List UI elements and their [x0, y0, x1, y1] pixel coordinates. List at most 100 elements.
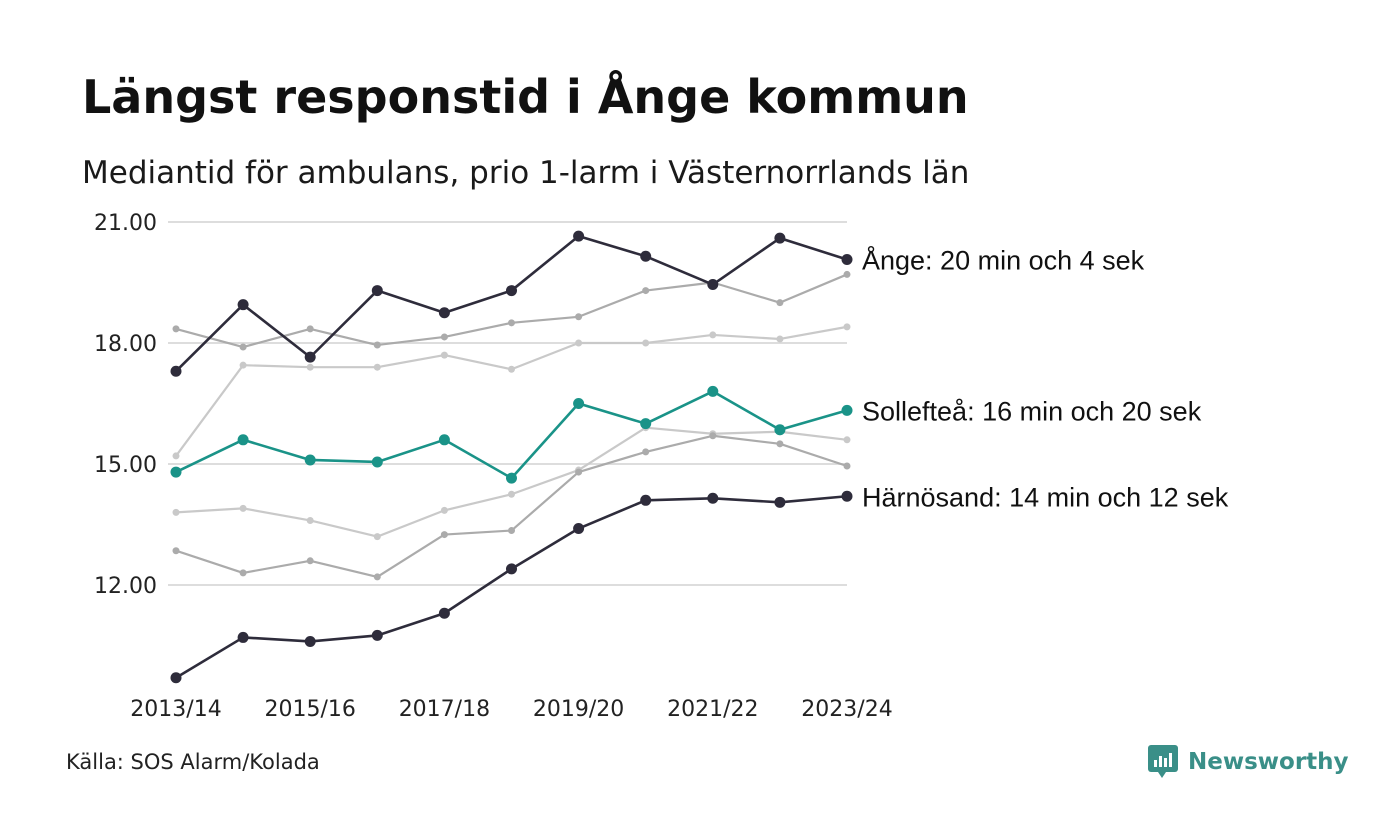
background-point: [172, 547, 180, 555]
highlight-point: [170, 466, 182, 478]
x-tick-label: 2019/20: [533, 697, 624, 722]
x-tick-label: 2021/22: [667, 697, 758, 722]
background-point: [172, 452, 180, 460]
brand-logo: Newsworthy: [1148, 745, 1349, 779]
background-point: [508, 319, 515, 327]
highlight-point: [841, 254, 853, 266]
highlight-point: [438, 434, 450, 446]
background-point: [642, 448, 650, 456]
background-point: [373, 341, 381, 349]
brand-name: Newsworthy: [1188, 749, 1349, 775]
y-tick-label: 15.00: [94, 453, 157, 478]
highlight-point: [640, 418, 652, 430]
highlight-point: [237, 631, 249, 643]
highlight-point: [707, 492, 719, 504]
highlight-point: [170, 672, 182, 684]
background-point: [709, 432, 717, 440]
background-point: [508, 365, 515, 373]
highlight-point: [707, 279, 719, 291]
background-point: [843, 323, 851, 331]
background-point: [440, 531, 448, 539]
background-point: [373, 533, 381, 541]
page-title: Längst responstid i Ånge kommun: [82, 70, 969, 124]
highlight-point: [237, 299, 249, 311]
highlight-point: [640, 494, 652, 506]
background-point: [172, 325, 180, 333]
background-point: [642, 287, 650, 295]
background-point: [373, 363, 381, 371]
x-axis-ticks: 2013/14 2015/16 2017/18 2019/20 2021/22 2023/…: [130, 697, 892, 722]
background-point: [239, 504, 247, 512]
highlight-point: [506, 472, 517, 484]
highlight-point: [774, 232, 786, 244]
background-point: [239, 361, 247, 369]
background-point: [709, 331, 717, 339]
highlight-point: [371, 629, 383, 641]
background-point: [776, 440, 784, 448]
y-tick-label: 12.00: [94, 574, 157, 599]
background-series-line: [175, 325, 848, 457]
x-tick-label: 2017/18: [399, 697, 490, 722]
background-point: [508, 490, 515, 498]
background-point: [508, 527, 515, 535]
background-point: [776, 335, 784, 343]
x-tick-label: 2015/16: [264, 697, 355, 722]
highlight-point: [506, 285, 517, 297]
background-point: [440, 333, 448, 341]
y-axis-ticks: 21.00 18.00 15.00 12.00: [94, 211, 157, 599]
highlight-point: [573, 523, 585, 535]
page-subtitle: Mediantid för ambulans, prio 1-larm i Vä…: [82, 155, 970, 191]
x-tick-label: 2013/14: [130, 697, 221, 722]
highlight-point: [506, 563, 517, 575]
background-point: [843, 270, 851, 278]
series-end-label: Ånge: 20 min och 4 sek: [862, 245, 1145, 276]
highlight-point: [170, 365, 182, 377]
background-point: [306, 325, 314, 333]
background-point: [575, 468, 583, 476]
source-note: Källa: SOS Alarm/Kolada: [66, 750, 320, 774]
series-labels: Ånge: 20 min och 4 sek Sollefteå: 16 min …: [862, 245, 1229, 513]
background-point: [239, 569, 247, 577]
series-end-label: Sollefteå: 16 min och 20 sek: [862, 396, 1202, 426]
highlight-point: [304, 454, 316, 466]
highlight-point: [774, 496, 786, 508]
series-line-härnösand: [175, 494, 848, 679]
highlight-point: [304, 635, 316, 647]
highlight-point: [707, 385, 719, 397]
background-point: [306, 516, 314, 524]
y-tick-label: 18.00: [94, 332, 157, 357]
series-end-label: Härnösand: 14 min och 12 sek: [862, 482, 1229, 512]
highlight-point: [438, 607, 450, 619]
newsworthy-logo-icon: [1148, 745, 1178, 778]
background-point: [440, 506, 448, 514]
background-point: [843, 462, 851, 470]
series-line-sollefteå: [175, 390, 848, 480]
background-point: [575, 339, 583, 347]
highlight-point: [841, 490, 853, 502]
background-point: [306, 557, 314, 565]
highlight-point: [640, 250, 652, 262]
background-point: [373, 573, 381, 581]
background-point: [440, 351, 448, 359]
series-line-ånge: [175, 234, 848, 373]
background-point: [642, 339, 650, 347]
x-tick-label: 2023/24: [801, 697, 892, 722]
highlight-point: [304, 351, 316, 363]
background-point: [776, 299, 784, 307]
highlight-point: [371, 456, 383, 468]
series-group: [170, 230, 853, 684]
background-point: [239, 343, 247, 351]
highlight-point: [573, 398, 585, 409]
highlight-point: [371, 285, 383, 297]
background-series-line: [175, 434, 848, 579]
highlight-point: [438, 307, 450, 319]
highlight-point: [841, 404, 853, 416]
grid-lines: [168, 221, 847, 586]
background-point: [575, 313, 583, 321]
y-tick-label: 21.00: [94, 211, 157, 236]
highlight-point: [573, 230, 585, 242]
background-point: [172, 508, 180, 516]
background-point: [843, 436, 851, 444]
highlight-point: [774, 424, 786, 436]
